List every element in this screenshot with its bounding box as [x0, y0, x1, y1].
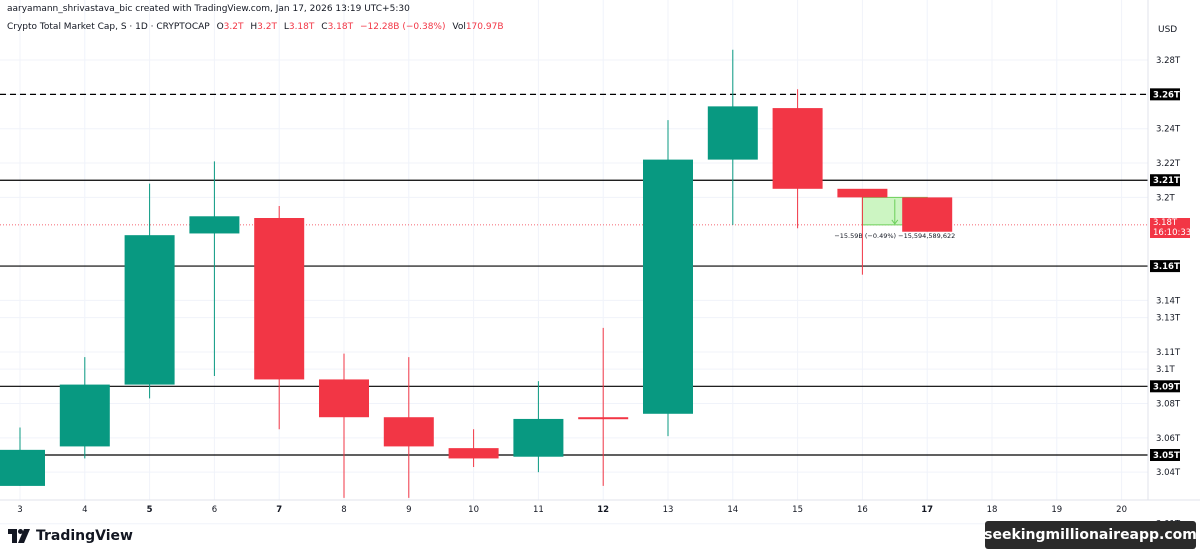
price-tick-label: 3.08T: [1156, 399, 1181, 409]
date-tick-label: 6: [212, 505, 217, 515]
high-label: H: [250, 22, 258, 32]
time-axis[interactable]: 3 4 5 6 7 8 9 10 11 12 13 14 15 16 17 18 19 20: [0, 499, 1200, 515]
date-tick-label: 14: [727, 505, 738, 515]
level-label-box: [1150, 449, 1180, 461]
open-label: O: [216, 22, 224, 32]
attribution-text: aaryamann_shrivastava_bic created with T…: [7, 4, 410, 14]
candle: [124, 183, 175, 399]
close-value: 3.18T: [327, 22, 354, 32]
candle: [448, 429, 499, 468]
candle-body: [772, 108, 823, 189]
candle: [837, 188, 888, 275]
tradingview-logo-text: TradingView: [36, 528, 133, 544]
symbol-name: Crypto Total Market Cap, S · 1D · CRYPTO…: [7, 22, 210, 32]
tradingview-logo[interactable]: TradingView: [8, 528, 133, 544]
current-price-label: 3.18T 16:10:33: [1150, 218, 1192, 238]
date-tick-label: 11: [533, 505, 544, 515]
level-label-box: [1150, 174, 1180, 187]
candle: [0, 427, 45, 486]
price-axis[interactable]: 3.01T3.04T3.06T3.08T3.1T3.11T3.13T3.14T3…: [1147, 0, 1181, 530]
low-value: 3.18T: [288, 22, 315, 32]
date-tick-label: 17: [921, 505, 933, 515]
candle: [319, 353, 369, 498]
candle-body: [59, 384, 110, 447]
symbol-legend[interactable]: Crypto Total Market Cap, S · 1D · CRYPTO…: [7, 22, 504, 32]
tradingview-logo-icon: [8, 529, 30, 543]
candle: [643, 120, 693, 437]
level-label-box: [1150, 380, 1180, 393]
level-label-box: [1150, 260, 1180, 273]
level-label: 3.16T: [1153, 262, 1180, 272]
date-tick-label: 15: [792, 505, 803, 515]
candle-body: [707, 106, 758, 160]
candle: [772, 89, 823, 229]
candle: [902, 197, 953, 232]
level-label: 3.09T: [1153, 382, 1180, 392]
candle-body: [319, 379, 369, 418]
candle-body: [124, 235, 175, 385]
price-tick-label: 3.24T: [1156, 125, 1181, 135]
candle-body: [902, 197, 953, 232]
price-tick-label: 3.28T: [1156, 56, 1181, 66]
date-tick-label: 16: [857, 505, 868, 515]
low-label: L: [283, 22, 289, 32]
candle-body: [383, 417, 434, 447]
current-price-value: 3.18T: [1153, 218, 1178, 228]
measure-arrow-head: [891, 219, 899, 225]
candle-body: [189, 216, 240, 234]
date-tick-label: 3: [17, 505, 22, 515]
volume-label: Vol: [452, 22, 466, 32]
website-watermark: seekingmillionaireapp.com: [984, 521, 1197, 549]
price-tick-label: 3.22T: [1156, 159, 1181, 169]
countdown-timer: 16:10:33: [1153, 228, 1192, 238]
price-tick-label: 3.04T: [1156, 468, 1181, 478]
open-value: 3.2T: [223, 22, 244, 32]
candle: [513, 381, 564, 473]
date-tick-label: 13: [663, 505, 674, 515]
price-tick-label: 3.13T: [1156, 314, 1181, 324]
currency-label[interactable]: USD: [1158, 25, 1178, 35]
candles: [0, 49, 953, 498]
close-label: C: [321, 22, 328, 32]
candle: [578, 327, 629, 486]
measure-text: −15.59B (−0.49%) −15,594,589,622: [834, 232, 955, 240]
candle-body: [513, 418, 564, 457]
price-levels: [0, 93, 1148, 456]
date-tick-label: 19: [1051, 505, 1062, 515]
change-value: −12.28B (−0.38%): [359, 22, 446, 32]
candle-body: [0, 449, 45, 486]
level-label: 3.21T: [1153, 176, 1180, 186]
high-value: 3.2T: [257, 22, 277, 32]
price-tick-label: 3.1T: [1156, 365, 1176, 375]
price-tick-label: 3.11T: [1156, 348, 1181, 358]
price-tick-label: 3.06T: [1156, 434, 1181, 444]
date-tick-label: 5: [147, 505, 153, 515]
candle-body: [643, 159, 693, 414]
date-tick-label: 4: [82, 505, 87, 515]
price-tick-label: 3.2T: [1156, 193, 1176, 203]
candle-body: [578, 417, 629, 420]
date-tick-label: 18: [987, 505, 998, 515]
candle-body: [254, 218, 305, 380]
date-tick-label: 20: [1116, 505, 1127, 515]
candle-body: [837, 188, 888, 198]
candle: [254, 205, 305, 430]
level-label-box: [1150, 88, 1180, 101]
date-tick-label: 8: [341, 505, 346, 515]
date-tick-label: 7: [276, 505, 282, 515]
candle: [383, 357, 434, 498]
candle-body: [448, 448, 499, 459]
volume-value: 170.97B: [465, 22, 504, 32]
level-label: 3.05T: [1153, 451, 1180, 461]
level-label: 3.26T: [1153, 90, 1180, 100]
date-tick-label: 9: [406, 505, 411, 515]
date-tick-label: 12: [597, 505, 609, 515]
price-tick-label: 3.14T: [1156, 296, 1181, 306]
candle: [707, 49, 758, 225]
date-tick-label: 10: [468, 505, 479, 515]
candle: [59, 357, 110, 459]
candle: [189, 161, 240, 376]
